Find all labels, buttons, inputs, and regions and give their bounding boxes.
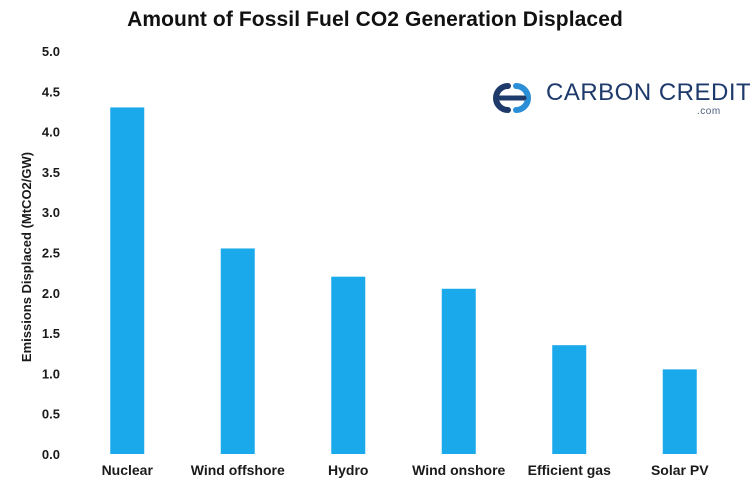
bar-solar-pv [662,369,697,454]
y-tick-label: 2.0 [42,286,60,301]
bar-nuclear [110,107,145,455]
bar-wind-onshore [441,288,476,454]
y-axis: 0.0 0.5 1.0 1.5 2.0 2.5 3.0 3.5 4.0 4.5 5.0 [42,44,60,462]
y-tick-label: 3.0 [42,205,60,220]
logo-suffix: .com [697,106,721,117]
logo-name: CARBON CREDITS [546,79,750,106]
chart-title: Amount of Fossil Fuel CO2 Generation Dis… [127,8,623,31]
y-tick-label: 4.5 [42,84,60,99]
x-tick-label: Efficient gas [528,462,611,478]
x-tick-label: Solar PV [651,462,709,478]
y-tick-label: 0.0 [42,447,60,462]
y-tick-label: 1.0 [42,366,60,381]
carbon-credits-logo: CARBON CREDITS .com [486,74,750,126]
carbon-credits-logo-icon [493,83,531,113]
bars-group [110,107,697,455]
y-axis-title: Emissions Displaced (MtCO2/GW) [19,152,34,362]
y-tick-label: 0.5 [42,407,60,422]
y-tick-label: 3.5 [42,165,60,180]
x-tick-label: Hydro [328,462,368,478]
x-tick-label: Wind offshore [191,462,285,478]
y-tick-label: 5.0 [42,44,60,59]
y-tick-label: 1.5 [42,326,60,341]
y-tick-label: 2.5 [42,246,60,261]
bar-efficient-gas [552,345,587,454]
x-tick-label: Wind onshore [412,462,505,478]
bar-hydro [331,276,366,454]
x-tick-label: Nuclear [102,462,154,478]
y-tick-label: 4.0 [42,125,60,140]
x-axis: Nuclear Wind offshore Hydro Wind onshore Eff… [102,462,710,478]
bar-wind-offshore [220,248,255,454]
